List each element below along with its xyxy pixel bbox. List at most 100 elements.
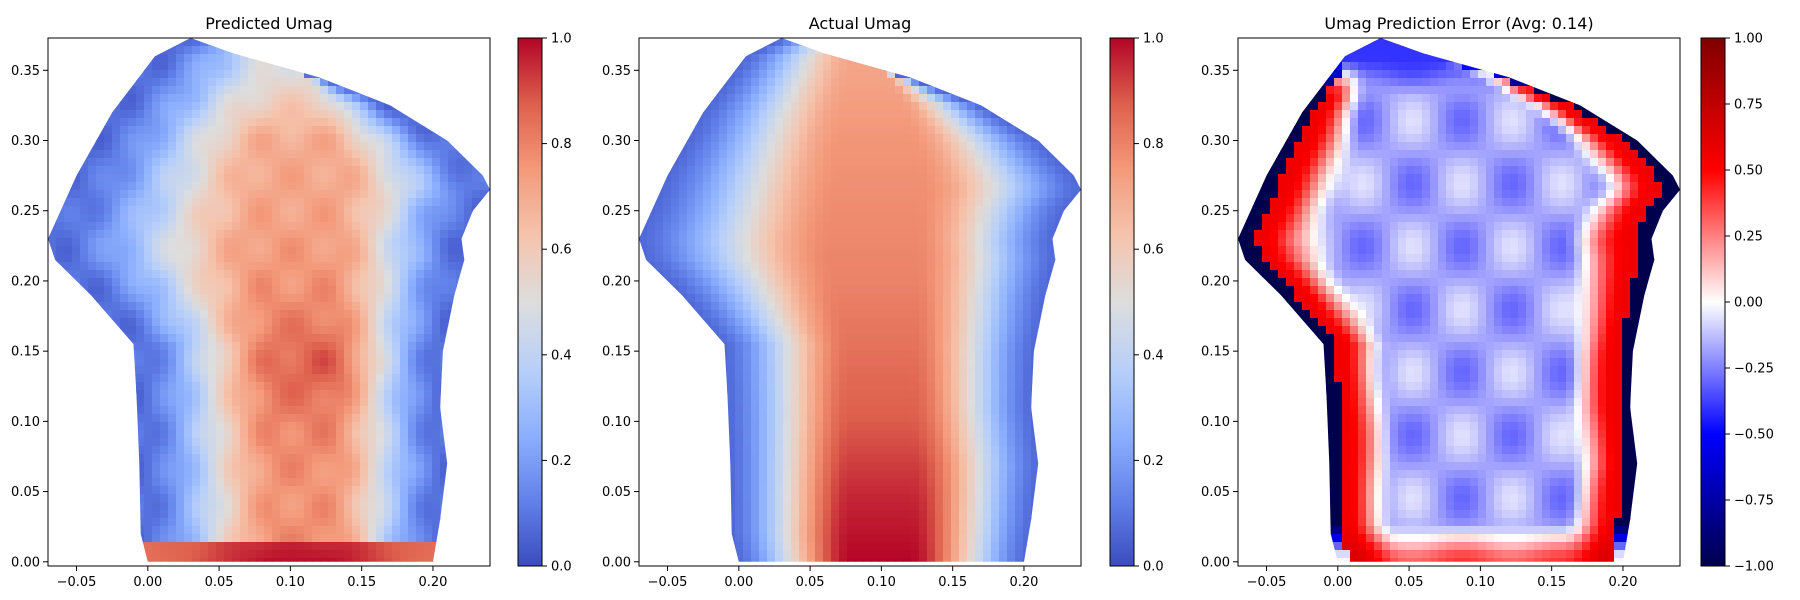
heatmap-cell (392, 438, 401, 447)
heatmap-cell (839, 318, 848, 327)
heatmap-cell (336, 342, 345, 351)
heatmap-cell (376, 198, 385, 207)
heatmap-cell (719, 406, 728, 415)
heatmap-cell (328, 182, 337, 191)
heatmap-cell (288, 142, 297, 151)
heatmap-cell (104, 134, 113, 143)
heatmap-cell (424, 342, 433, 351)
heatmap-cell (184, 254, 193, 263)
heatmap-cell (360, 318, 369, 327)
heatmap-cell (400, 454, 409, 463)
heatmap-cell (711, 246, 720, 255)
heatmap-cell (200, 54, 209, 63)
heatmap-cell (759, 278, 768, 287)
heatmap-cell (488, 174, 490, 183)
heatmap-cell (304, 118, 313, 127)
heatmap-cell (1071, 182, 1080, 191)
heatmap-cell (791, 326, 800, 335)
heatmap-cell (224, 94, 233, 103)
heatmap-cell (392, 142, 401, 151)
heatmap-cell (1023, 294, 1032, 303)
heatmap-cell (136, 230, 145, 239)
heatmap-cell (679, 150, 688, 159)
heatmap-cell (336, 390, 345, 399)
heatmap-cell (871, 206, 880, 215)
heatmap-cell (807, 246, 816, 255)
heatmap-cell (903, 182, 912, 191)
heatmap-cell (136, 54, 145, 63)
heatmap-cell (408, 510, 417, 519)
heatmap-cell (1039, 286, 1048, 295)
heatmap-cell (927, 78, 936, 87)
heatmap-cell (799, 286, 808, 295)
heatmap-cell (200, 70, 209, 79)
heatmap-cell (280, 494, 289, 503)
heatmap-cell (344, 390, 353, 399)
heatmap-cell (1039, 374, 1048, 383)
heatmap-cell (440, 510, 449, 519)
heatmap-cell (831, 238, 840, 247)
heatmap-cell (368, 134, 377, 143)
heatmap-cell (887, 150, 896, 159)
heatmap-cell (400, 158, 409, 167)
heatmap-cell (360, 502, 369, 511)
heatmap-cell (184, 406, 193, 415)
heatmap-cell (104, 214, 113, 223)
heatmap-cell (440, 294, 449, 303)
heatmap-cell (432, 502, 441, 511)
heatmap-cell (951, 222, 960, 231)
heatmap-cell (871, 278, 880, 287)
heatmap-cell (959, 414, 968, 423)
heatmap-cell (408, 230, 417, 239)
heatmap-cell (895, 166, 904, 175)
heatmap-cell (200, 78, 209, 87)
heatmap-cell (144, 62, 153, 71)
heatmap-cell (232, 358, 241, 367)
heatmap-cell (887, 278, 896, 287)
heatmap-cell (759, 254, 768, 263)
heatmap-cell (767, 238, 776, 247)
heatmap-cell (344, 526, 353, 535)
heatmap-cell (344, 278, 353, 287)
heatmap-cell (160, 510, 169, 519)
heatmap-cell (64, 166, 73, 175)
heatmap-cell (967, 342, 976, 351)
heatmap-cell (767, 286, 776, 295)
heatmap-cell (975, 182, 984, 191)
heatmap-cell (248, 502, 257, 511)
heatmap-cell (911, 102, 920, 111)
heatmap-cell (272, 326, 281, 335)
heatmap-cell (200, 382, 209, 391)
heatmap-cell (304, 126, 313, 135)
heatmap-cell (352, 446, 361, 455)
heatmap-cell (791, 406, 800, 415)
heatmap-cell (104, 158, 113, 167)
heatmap-cell (424, 462, 433, 471)
heatmap-cell (96, 238, 105, 247)
heatmap-cell (296, 286, 305, 295)
heatmap-cell (344, 558, 353, 562)
heatmap-cell (879, 374, 888, 383)
heatmap-cell (799, 270, 808, 279)
heatmap-cell (152, 94, 161, 103)
heatmap-cell (1031, 214, 1040, 223)
heatmap-cell (200, 446, 209, 455)
heatmap-cell (176, 414, 185, 423)
heatmap-cell (967, 150, 976, 159)
heatmap-cell (735, 238, 744, 247)
heatmap-cell (464, 182, 473, 191)
heatmap-cell (328, 558, 337, 562)
heatmap-cell (432, 510, 441, 519)
heatmap-cell (216, 310, 225, 319)
heatmap-cell (440, 390, 449, 399)
heatmap-cell (727, 262, 736, 271)
heatmap-cell (767, 262, 776, 271)
heatmap-cell (256, 350, 265, 359)
heatmap-cell (783, 182, 792, 191)
heatmap-cell (368, 342, 377, 351)
heatmap-cell (168, 302, 177, 311)
heatmap-cell (1039, 294, 1048, 303)
heatmap-cell (272, 318, 281, 327)
heatmap-cell (360, 246, 369, 255)
heatmap-cell (368, 190, 377, 199)
